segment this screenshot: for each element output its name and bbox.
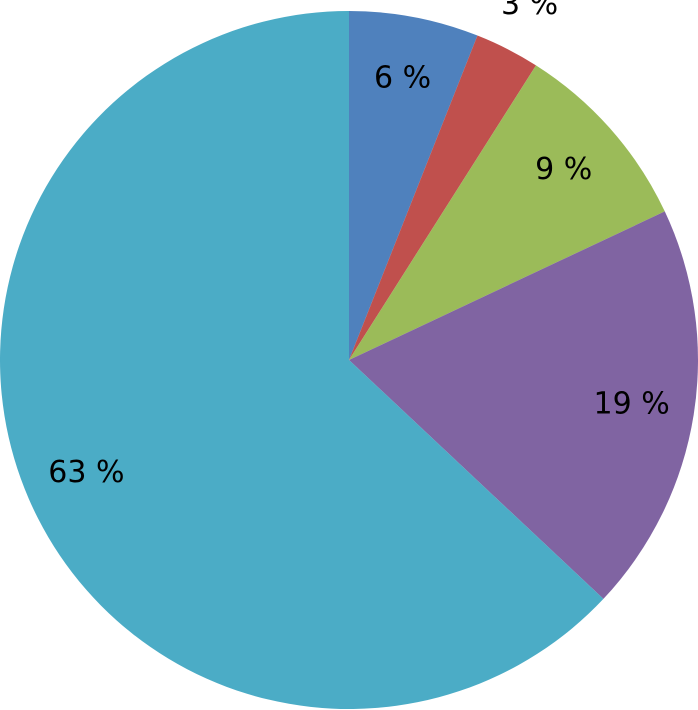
data-label: 63 % xyxy=(48,455,124,490)
data-label: 9 % xyxy=(535,152,592,187)
pie-slice xyxy=(349,11,478,360)
data-label: 6 % xyxy=(374,60,431,95)
pie-slice xyxy=(349,65,665,360)
pie-slice xyxy=(0,11,604,709)
pie-slice xyxy=(349,35,537,361)
data-label: 3 % xyxy=(501,0,558,22)
data-label: 19 % xyxy=(594,386,670,421)
pie-slice xyxy=(349,211,698,599)
